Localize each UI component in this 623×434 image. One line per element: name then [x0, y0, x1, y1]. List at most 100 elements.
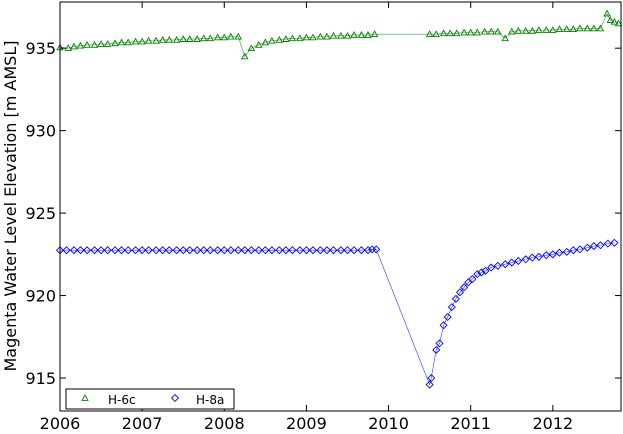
data-point-h-6c — [370, 30, 379, 38]
data-point-h-8a — [575, 245, 584, 254]
data-point-h-6c — [234, 32, 243, 40]
data-point-h-6c — [555, 25, 564, 33]
data-point-h-8a — [152, 246, 161, 255]
data-point-h-6c — [64, 44, 72, 52]
ticks-layer: 2006 2007 2008 2009 2010 2011 2012 915 920 925 930… — [25, 2, 621, 433]
data-point-h-6c — [131, 37, 140, 45]
y-axis-title: Magenta Water Level Elevation [m AMSL] — [1, 41, 20, 372]
data-point-h-8a — [451, 294, 460, 303]
data-point-h-6c — [439, 29, 448, 37]
data-point-h-6c — [227, 32, 235, 40]
data-point-h-6c — [425, 30, 434, 38]
data-point-h-8a — [603, 239, 612, 248]
y-tick-label: 935 — [25, 39, 56, 58]
data-point-h-6c — [103, 40, 112, 47]
data-point-h-8a — [610, 238, 619, 247]
data-point-h-8a — [206, 246, 215, 255]
data-point-h-8a — [308, 246, 318, 255]
data-point-h-6c — [288, 34, 297, 42]
data-point-h-8a — [481, 266, 490, 275]
data-point-h-6c — [343, 31, 352, 39]
data-point-h-8a — [62, 246, 71, 255]
data-point-h-8a — [460, 283, 469, 292]
data-point-h-8a — [493, 261, 502, 270]
data-point-h-6c — [275, 36, 284, 43]
data-point-h-8a — [514, 256, 523, 265]
data-point-h-6c — [364, 31, 372, 38]
data-point-h-6c — [329, 31, 338, 39]
data-point-h-6c — [521, 26, 530, 34]
data-point-h-6c — [261, 38, 270, 46]
data-point-h-8a — [521, 255, 530, 264]
data-point-h-8a — [172, 246, 181, 255]
data-point-h-6c — [596, 24, 605, 32]
data-point-h-6c — [569, 25, 578, 33]
data-point-h-6c — [494, 27, 502, 35]
data-point-h-8a — [542, 251, 551, 260]
legend-label-h8a: H-8a — [196, 393, 224, 407]
data-point-h-6c — [309, 33, 317, 41]
data-point-h-6c — [460, 28, 468, 36]
data-point-h-8a — [261, 246, 270, 255]
data-point-h-8a — [288, 246, 297, 255]
data-point-h-8a — [501, 260, 510, 269]
data-point-h-8a — [357, 246, 366, 255]
data-point-h-8a — [350, 246, 359, 255]
data-point-h-6c — [76, 41, 85, 49]
y-tick-label: 925 — [25, 204, 56, 223]
data-point-h-6c — [323, 32, 331, 40]
data-point-h-6c — [111, 39, 119, 47]
data-point-h-8a — [583, 243, 592, 252]
data-point-h-8a — [435, 339, 444, 348]
series-h-6c — [56, 9, 623, 60]
data-point-h-6c — [606, 16, 615, 23]
data-point-h-8a — [240, 246, 249, 255]
x-tick-label: 2008 — [204, 414, 245, 433]
data-point-h-8a — [473, 270, 482, 279]
data-point-h-8a — [322, 246, 331, 255]
data-point-h-8a — [487, 263, 496, 272]
data-point-h-8a — [302, 246, 311, 255]
data-point-h-6c — [590, 24, 598, 32]
data-point-h-6c — [138, 37, 146, 45]
data-point-h-6c — [144, 36, 153, 44]
data-point-h-8a — [425, 380, 434, 389]
data-point-h-6c — [487, 27, 495, 35]
data-point-h-6c — [480, 27, 489, 35]
data-point-h-8a — [103, 246, 112, 255]
y-tick-label: 920 — [25, 287, 56, 306]
data-point-h-6c — [452, 29, 461, 37]
x-tick-label: 2006 — [40, 414, 81, 433]
data-point-h-8a — [295, 246, 304, 255]
data-point-h-6c — [603, 9, 611, 17]
legend-label-h6c: H-6c — [108, 393, 136, 407]
data-point-h-8a — [281, 246, 290, 255]
data-point-h-6c — [172, 36, 181, 43]
data-point-h-6c — [610, 17, 619, 25]
legend-box — [65, 388, 235, 410]
data-point-h-8a — [589, 242, 598, 251]
series-h-8a — [55, 238, 619, 389]
data-point-h-6c — [583, 24, 592, 32]
data-point-h-6c — [337, 31, 345, 39]
data-point-h-8a — [477, 268, 486, 277]
series-layer — [55, 9, 623, 389]
data-point-h-6c — [302, 33, 311, 41]
data-point-h-8a — [316, 246, 325, 255]
data-point-h-8a — [336, 246, 345, 255]
data-point-h-6c — [535, 26, 543, 33]
data-point-h-8a — [455, 288, 465, 297]
plot-area — [60, 2, 621, 411]
data-point-h-8a — [569, 246, 578, 255]
data-point-h-8a — [443, 312, 452, 322]
data-point-h-8a — [555, 248, 564, 257]
data-point-h-6c — [528, 26, 537, 34]
data-point-h-8a — [97, 246, 106, 255]
legend-entry-h6c: H-6c — [81, 393, 136, 407]
data-point-h-6c — [473, 28, 482, 36]
data-point-h-6c — [90, 40, 99, 48]
data-point-h-6c — [316, 32, 325, 40]
data-point-h-8a — [124, 246, 133, 255]
x-tick-label: 2009 — [286, 414, 327, 433]
